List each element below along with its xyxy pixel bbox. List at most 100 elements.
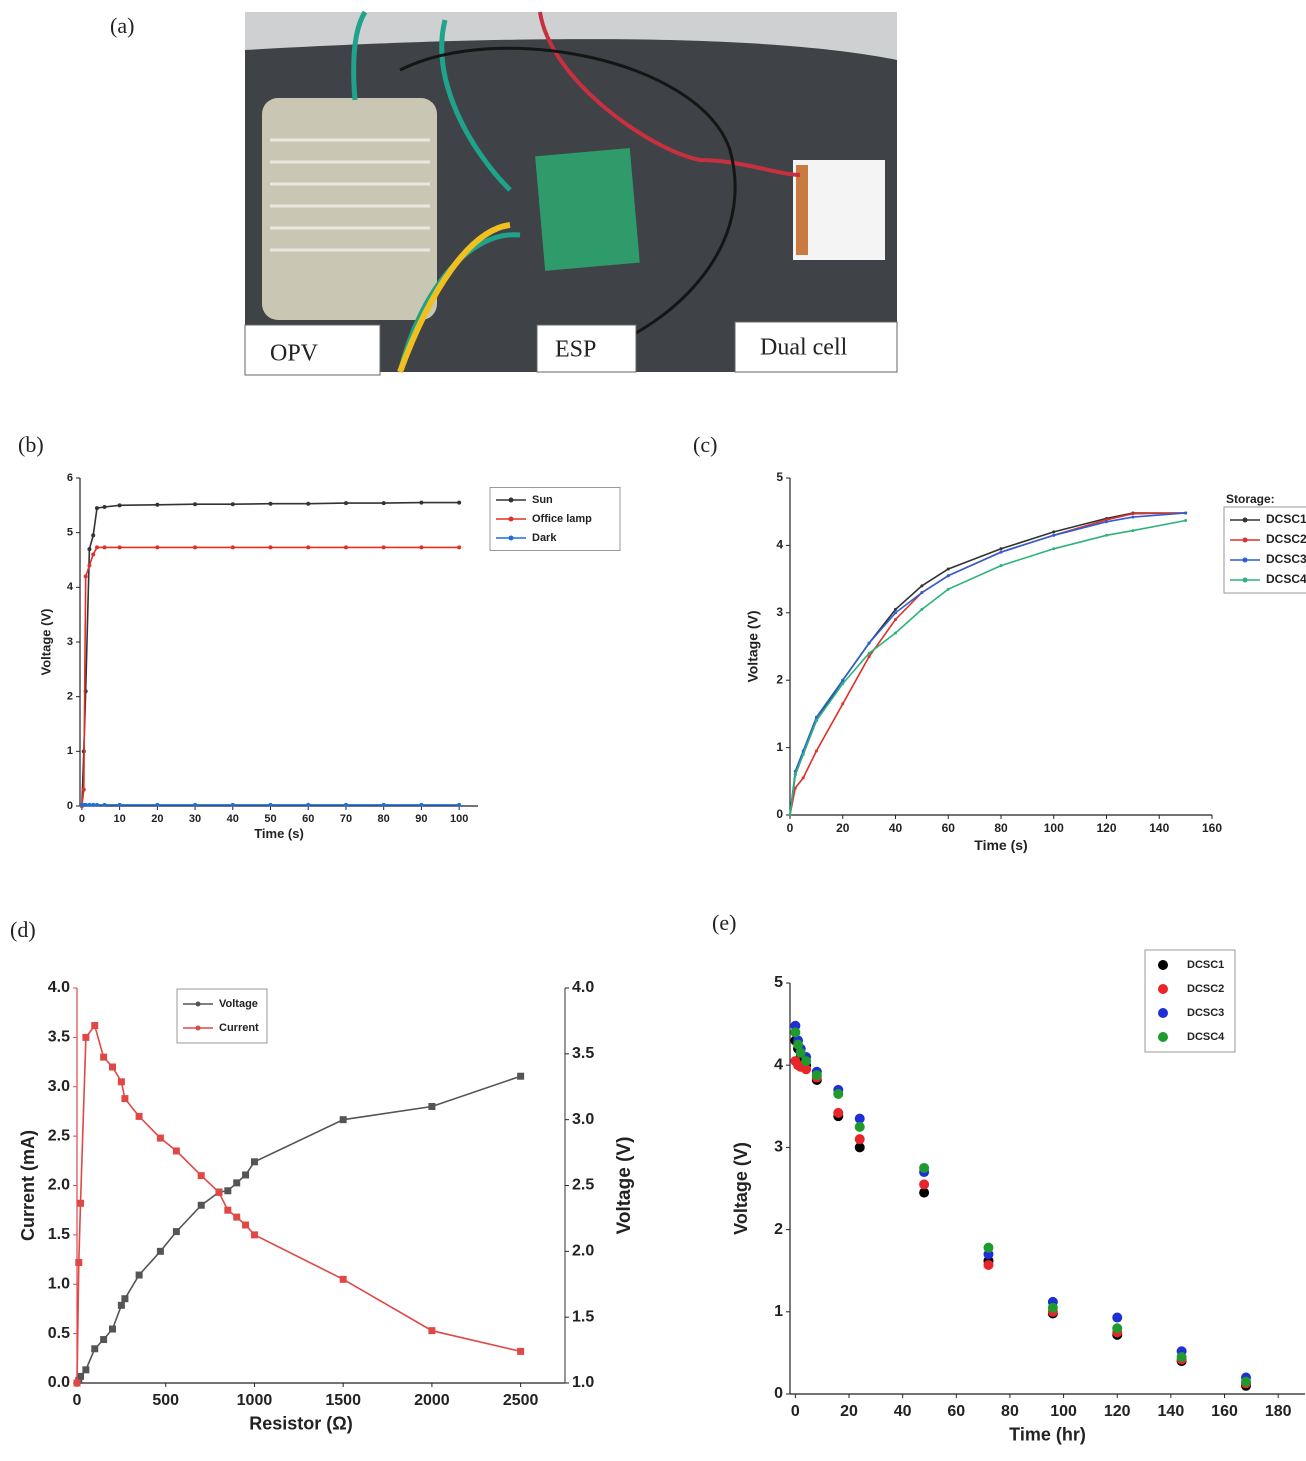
legend-label: Current [219,1022,259,1034]
marker [156,1134,164,1142]
legend-label: Voltage [219,998,258,1010]
legend: Sun Office lamp Dark [489,487,621,551]
point [801,1064,812,1075]
marker [306,802,311,807]
wire [397,222,511,374]
series [790,1020,1251,1383]
series [73,1022,525,1387]
marker [381,501,386,506]
marker [268,545,273,550]
marker [867,651,871,655]
x-tick-label: 20 [836,821,850,835]
y-tick-label: 0 [774,1385,783,1402]
marker [100,1336,108,1344]
marker [841,702,845,706]
marker [250,1158,258,1166]
marker [841,682,845,686]
x-tick-label: 10 [113,813,125,825]
x-tick-label: 160 [1202,821,1222,835]
marker [215,1188,223,1196]
x-tick-label: 2500 [503,1392,539,1409]
y2-tick-label: 4.0 [572,979,594,996]
x-tick-label: 120 [1104,1403,1131,1420]
marker [788,813,792,817]
point [1047,1302,1058,1313]
marker [94,802,99,807]
marker [381,802,386,807]
photo-label: ESP [555,337,596,363]
x-tick-label: 60 [947,1403,965,1420]
label-box [244,324,381,376]
marker [920,584,924,588]
legend-label: Office lamp [532,513,592,525]
label-box [734,321,898,373]
marker [814,719,818,723]
y-tick-label: 5 [67,527,73,539]
marker [946,587,950,591]
x-tick-label: 1000 [237,1392,273,1409]
marker [224,1187,232,1195]
point [833,1088,844,1099]
marker [91,533,96,538]
marker [117,503,122,508]
x-axis-title: Time (hr) [1009,1424,1086,1444]
legend-label: DCSC2 [1187,983,1224,995]
marker [946,567,950,571]
marker [306,545,311,550]
panel-label: (d) [10,917,36,942]
marker [82,1366,90,1374]
marker [242,1171,250,1179]
marker [920,591,924,595]
marker [1105,520,1108,524]
marker [197,1201,205,1209]
marker [91,1022,99,1030]
marker [156,1247,164,1255]
marker [224,1206,232,1214]
y-tick-label: 4 [776,538,783,552]
series-line [789,512,1186,816]
marker [117,1078,125,1086]
marker [419,500,424,505]
x-tick-label: 140 [1158,1403,1185,1420]
y-tick-label: 0 [67,800,73,812]
x-tick-label: 0 [73,1392,82,1409]
marker [1131,515,1135,519]
marker [233,1179,241,1187]
series [79,545,462,808]
legend-swatch [508,535,514,541]
point [811,1070,822,1081]
x-tick-label: 80 [994,821,1008,835]
marker [517,1072,525,1080]
point [854,1134,865,1145]
point [801,1056,812,1067]
series [79,802,462,807]
x-axis-title: Time (s) [974,837,1027,853]
marker [894,611,897,615]
y2-tick-label: 1.5 [572,1308,594,1325]
marker [94,545,99,550]
legend-swatch [508,497,514,503]
point [854,1121,865,1132]
x-tick-label: 60 [302,813,314,825]
y-tick-label: 1 [776,740,783,754]
marker [894,618,897,622]
marker [1052,547,1056,551]
y-axis-title: Voltage (V) [731,1142,751,1235]
marker [793,773,797,777]
legend-swatch [195,1001,201,1007]
legend-swatch [1158,984,1168,994]
marker [100,1053,108,1061]
x-tick-label: 1500 [325,1392,361,1409]
y-tick-label: 2 [67,691,73,703]
marker [457,500,462,505]
marker [1184,511,1188,515]
series [788,518,1188,817]
y-tick-label: 4 [774,1056,783,1073]
legend-label: Dark [532,532,557,544]
marker [343,501,348,506]
legend-label: DCSC1 [1187,959,1224,971]
cell-tab [796,165,808,255]
marker [155,502,160,507]
y-axis-title: Current (mA) [18,1130,38,1241]
